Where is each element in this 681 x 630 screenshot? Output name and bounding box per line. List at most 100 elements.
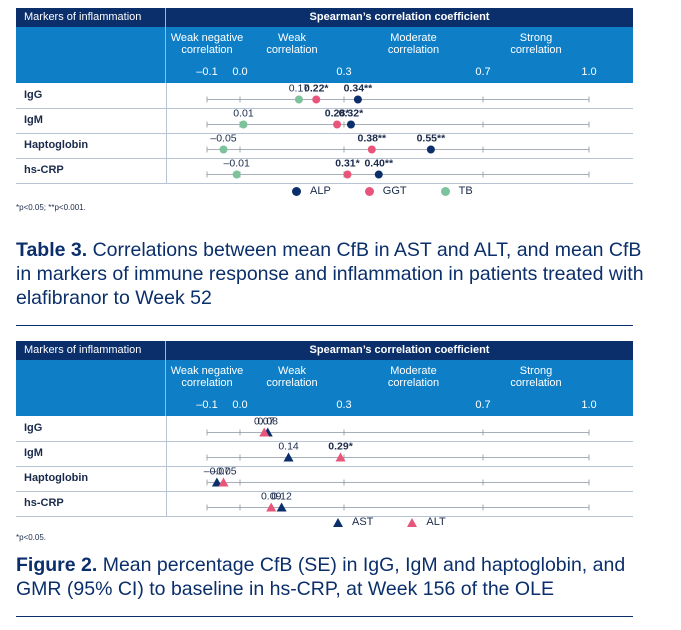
triangle-marker-icon bbox=[407, 517, 418, 527]
row-label: IgG bbox=[24, 89, 43, 101]
legend-item: AST bbox=[333, 516, 373, 528]
circle-marker-icon bbox=[440, 186, 450, 196]
category-label: Weak correlation bbox=[266, 32, 318, 56]
data-point-ggt bbox=[367, 145, 376, 154]
data-point-ggt bbox=[333, 120, 342, 129]
data-label: –0.05 bbox=[210, 133, 236, 145]
tick-label: 0.0 bbox=[232, 66, 248, 78]
row-label: Haptoglobin bbox=[24, 139, 89, 151]
data-label: 0.07 bbox=[254, 416, 275, 428]
category-label: Weak negative correlation bbox=[170, 32, 244, 56]
row-label: Haptoglobin bbox=[24, 472, 89, 484]
tick-label: 0.7 bbox=[475, 66, 491, 78]
row-label: hs-CRP bbox=[24, 497, 64, 509]
row-divider bbox=[16, 158, 633, 159]
circle-marker-icon bbox=[364, 186, 374, 196]
data-point-alt bbox=[266, 502, 277, 512]
data-label: 0.28* bbox=[325, 108, 350, 120]
caption-table-3: Table 3. Correlations between mean CfB i… bbox=[16, 238, 656, 310]
data-label: 0.32* bbox=[339, 108, 364, 120]
circle-marker-icon bbox=[292, 186, 301, 196]
data-point-alt bbox=[335, 452, 346, 462]
legend-label: AST bbox=[352, 516, 374, 529]
data-point-alp bbox=[353, 95, 362, 104]
tick-label: 0.0 bbox=[232, 399, 248, 411]
footnote-2: *p<0.05. bbox=[16, 533, 47, 542]
row-divider bbox=[16, 108, 633, 109]
data-point-ast bbox=[283, 452, 294, 462]
correlation-table-2: Markers of inflammation Spearman’s corre… bbox=[16, 341, 633, 517]
data-label: 0.01 bbox=[233, 108, 254, 120]
data-label: 0.38** bbox=[357, 133, 387, 145]
row-label: IgM bbox=[24, 447, 43, 459]
row-label: IgG bbox=[24, 422, 43, 434]
header-markers: Markers of inflammation bbox=[16, 8, 166, 27]
plot-area: 0.34** 0.32* 0.55** 0.40** 0.22* 0.28* 0.38** 0… bbox=[206, 83, 590, 179]
divider bbox=[16, 616, 633, 617]
data-label: 0.40** bbox=[364, 158, 394, 170]
legend-label: TB bbox=[458, 185, 473, 198]
category-label: Weak correlation bbox=[266, 365, 318, 389]
footnote-1: *p<0.05; **p<0.001. bbox=[16, 203, 86, 212]
divider bbox=[16, 325, 633, 326]
header-spearman: Spearman’s correlation coefficient bbox=[309, 11, 490, 23]
data-label: 0.34** bbox=[344, 83, 374, 95]
tick-label: 0.7 bbox=[475, 399, 491, 411]
legend-1: ALP GGT TB bbox=[292, 185, 507, 197]
data-point-alt bbox=[218, 477, 229, 487]
caption-figure-2: Figure 2. Mean percentage CfB (SE) in Ig… bbox=[16, 553, 656, 601]
data-point-ggt bbox=[312, 95, 321, 104]
row-divider bbox=[16, 491, 633, 492]
data-label: 0.17 bbox=[289, 83, 310, 95]
tick-label: 0.3 bbox=[336, 399, 352, 411]
data-label: –0.07 bbox=[204, 466, 230, 478]
data-point-ast bbox=[276, 502, 287, 512]
data-label: 0.31* bbox=[335, 158, 360, 170]
data-label: 0.55** bbox=[417, 133, 447, 145]
data-point-alp bbox=[426, 145, 435, 154]
header-spearman: Spearman’s correlation coefficient bbox=[309, 344, 490, 356]
data-point-tb bbox=[219, 145, 228, 154]
legend-label: ALP bbox=[310, 185, 331, 198]
legend-item: TB bbox=[440, 185, 473, 198]
legend-label: GGT bbox=[382, 185, 407, 198]
category-label: Weak negative correlation bbox=[170, 365, 244, 389]
row-divider bbox=[16, 441, 633, 442]
data-point-tb bbox=[239, 120, 248, 129]
data-label: 0.14 bbox=[278, 441, 299, 453]
row-label: hs-CRP bbox=[24, 164, 64, 176]
data-point-ggt bbox=[343, 170, 352, 179]
data-point-alp bbox=[346, 120, 355, 129]
column-divider bbox=[166, 416, 167, 516]
caption-label: Table 3. bbox=[16, 239, 88, 261]
category-label: Strong correlation bbox=[510, 365, 562, 389]
row-divider bbox=[16, 183, 633, 184]
tick-label: –0.1 bbox=[196, 66, 218, 78]
category-label: Moderate correlation bbox=[387, 365, 440, 389]
data-label: 0.08 bbox=[258, 416, 279, 428]
data-label: 0.22* bbox=[304, 83, 329, 95]
legend-label: ALT bbox=[426, 516, 446, 529]
caption-text: Correlations between mean CfB in AST and… bbox=[16, 239, 644, 309]
legend-2: AST ALT bbox=[333, 516, 480, 528]
triangle-marker-icon bbox=[333, 517, 343, 527]
table-header: Markers of inflammation Spearman’s corre… bbox=[16, 8, 633, 27]
category-band: Weak negative correlation Weak correlation M… bbox=[16, 27, 633, 83]
row-label: IgM bbox=[24, 114, 43, 126]
plot-area: 0.08 0.14 –0.07 0.12 0.07 0.29* –0.05 0.09 bbox=[204, 416, 590, 512]
data-label: 0.09 bbox=[261, 491, 282, 503]
data-point-tb bbox=[232, 170, 241, 179]
row-divider bbox=[16, 466, 633, 467]
legend-item: ALT bbox=[407, 516, 446, 529]
header-markers: Markers of inflammation bbox=[16, 341, 166, 360]
tick-label: –0.1 bbox=[196, 399, 218, 411]
data-label: –0.05 bbox=[210, 466, 236, 478]
data-point-alp bbox=[374, 170, 383, 179]
data-point-ast bbox=[211, 477, 222, 487]
category-band: Weak negative correlation Weak correlation M… bbox=[16, 360, 633, 416]
row-divider bbox=[16, 133, 633, 134]
column-divider bbox=[166, 83, 167, 183]
row-divider bbox=[16, 516, 633, 517]
data-point-tb bbox=[294, 95, 303, 104]
table-header: Markers of inflammation Spearman’s corre… bbox=[16, 341, 633, 360]
